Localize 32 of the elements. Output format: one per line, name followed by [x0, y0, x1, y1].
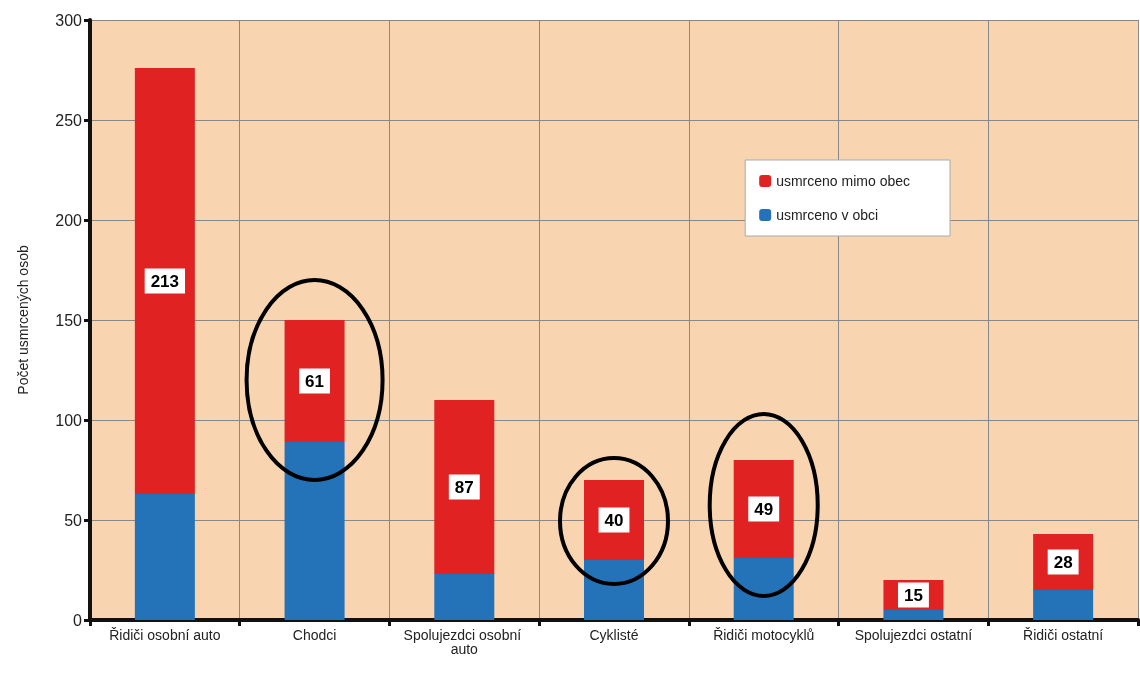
bar — [284, 320, 345, 442]
bar — [134, 68, 195, 494]
bar — [434, 574, 495, 620]
data-label: 28 — [1053, 552, 1073, 572]
data-label: 213 — [150, 271, 180, 291]
legend-label: usmrceno v obci — [776, 207, 879, 223]
x-tick-label: Řidiči ostatní — [1023, 627, 1104, 643]
x-tick-label: Spolujezdci osobní auto — [403, 627, 525, 657]
x-tick-label: Spolujezdci ostatní — [854, 627, 973, 643]
x-tick-label: Cyklisté — [589, 627, 639, 643]
y-tick-label: 300 — [55, 11, 83, 29]
y-tick-label: 200 — [55, 211, 83, 229]
x-tick-label: Řidiči motocyklů — [713, 627, 815, 643]
y-axis-title: Počet usmrcených osob — [15, 245, 31, 395]
y-tick-label: 250 — [55, 111, 83, 129]
data-label: 15 — [903, 585, 923, 605]
data-label: 49 — [754, 499, 774, 519]
y-tick-label: 150 — [55, 311, 83, 329]
bar — [733, 558, 794, 620]
bar — [134, 494, 195, 620]
data-label: 87 — [454, 477, 474, 497]
y-tick-label: 50 — [64, 511, 83, 529]
y-tick-label: 100 — [55, 411, 83, 429]
legend-label: usmrceno mimo obec — [776, 173, 910, 189]
data-label: 61 — [305, 371, 325, 391]
bar — [434, 400, 495, 574]
x-tick-label: Chodci — [292, 627, 337, 643]
y-tick-label: 0 — [73, 611, 83, 629]
data-label: 40 — [604, 510, 624, 530]
x-tick-label: Řidiči osobní auto — [109, 627, 221, 643]
bar — [1033, 590, 1094, 620]
bar — [584, 560, 644, 620]
